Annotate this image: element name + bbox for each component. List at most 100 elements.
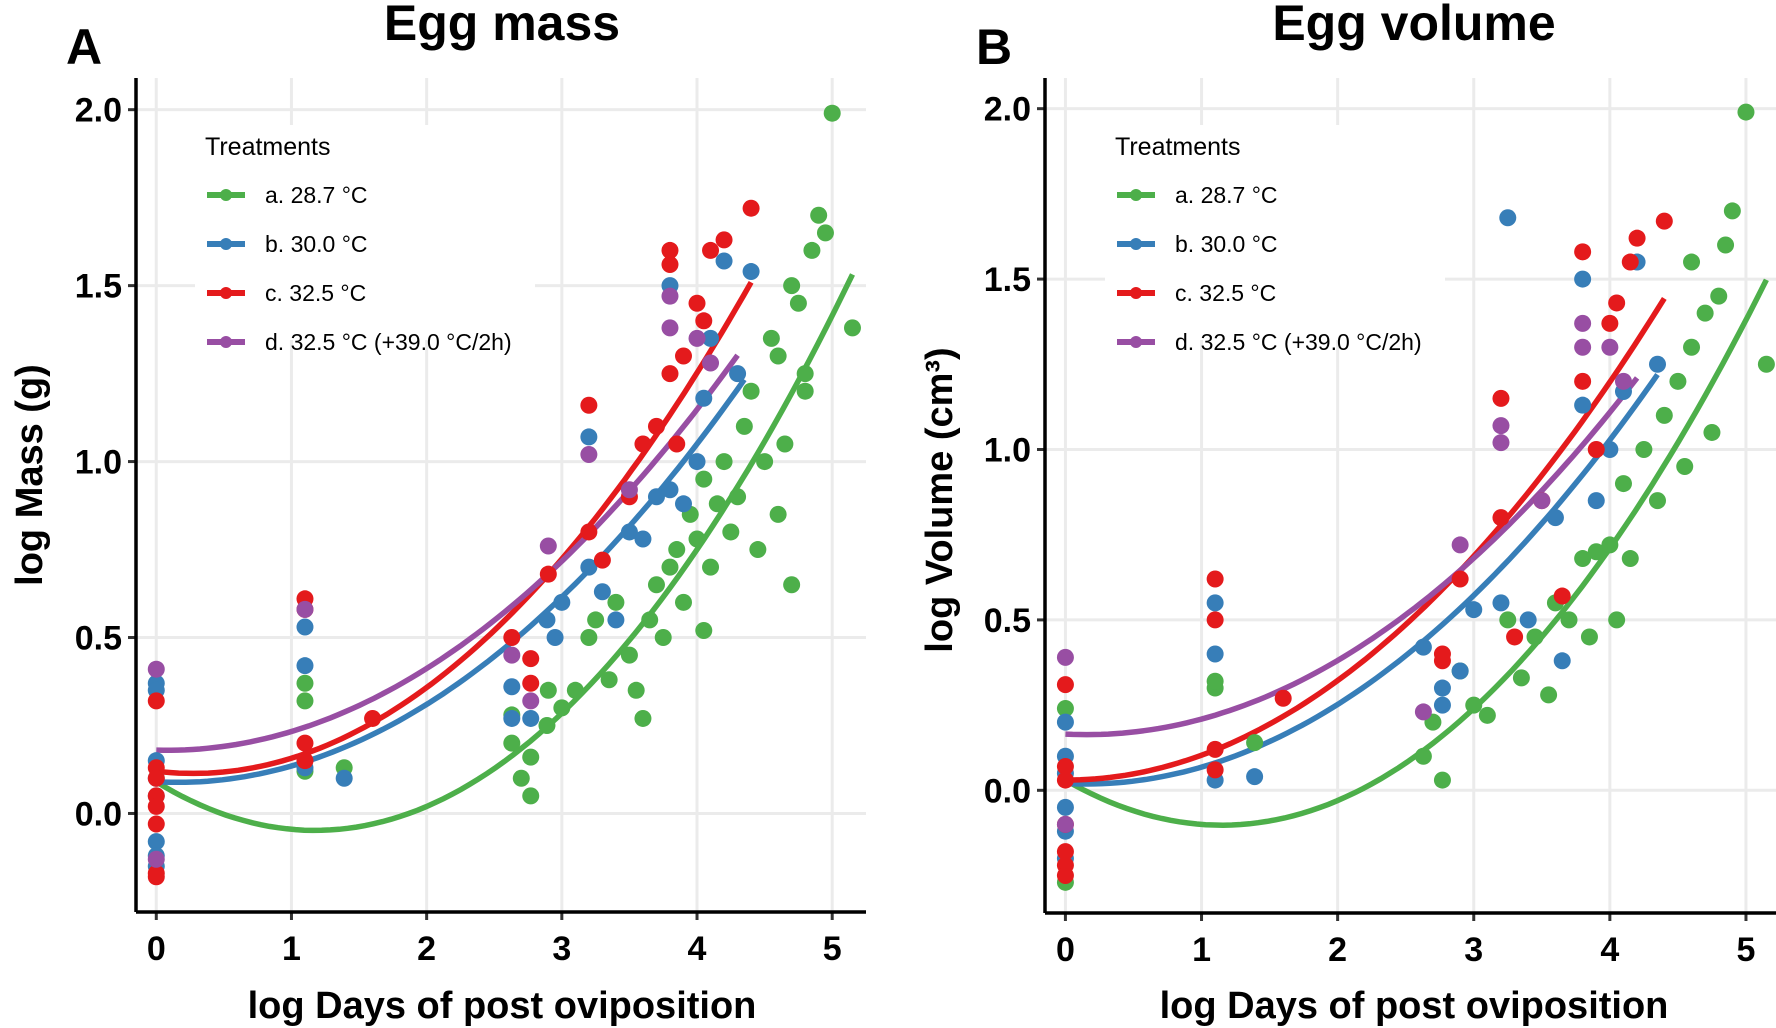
data-point [803,241,821,259]
data-point [1649,492,1666,510]
data-point [1433,696,1451,714]
panel-letter-a: A [66,19,102,75]
data-point [620,646,638,664]
data-point [715,252,733,270]
chart-title-egg-mass: Egg mass [384,0,620,51]
data-point [1465,601,1483,619]
data-point [1206,611,1224,629]
data-point [566,681,584,699]
data-point [503,629,521,647]
data-point [688,294,706,312]
data-point [776,435,794,453]
x-tick-label: 5 [823,930,842,968]
data-point [668,435,686,453]
data-point [1649,355,1666,373]
data-point [1580,628,1598,646]
x-tick-label: 2 [417,930,436,968]
data-point [522,709,540,727]
data-point [735,417,753,435]
data-point [1492,417,1510,435]
data-point [843,319,861,337]
data-point [634,530,652,548]
data-point [661,241,679,259]
data-point [1056,771,1074,789]
data-point [335,769,353,787]
data-point [695,389,713,407]
data-point [641,611,659,629]
data-point [1574,550,1592,568]
data-point [522,787,540,805]
data-point [538,611,556,629]
data-point [1540,686,1558,704]
data-point [756,453,774,471]
data-point [296,674,314,692]
data-point [749,541,767,559]
legend-title: Treatments [205,133,331,161]
data-point [1519,611,1537,629]
data-point [1056,676,1074,694]
data-point [1608,294,1626,312]
legend-background [1105,125,1445,340]
data-point [1206,594,1224,612]
data-point [296,600,314,618]
data-point [1574,270,1592,288]
y-tick-label: 2.0 [984,91,1031,129]
legend-entry-label: b. 30.0 °C [1175,231,1278,257]
data-point [147,769,165,787]
data-point [538,716,556,734]
x-axis-label: log Days of post oviposition [1160,985,1669,1027]
data-point [1717,236,1735,254]
scatter-points [1056,103,1775,891]
data-point [789,294,807,312]
data-point [1451,662,1469,680]
data-point [1614,372,1632,390]
data-point [587,611,605,629]
data-point [1414,747,1432,765]
data-point [783,277,801,295]
data-point [1676,458,1694,476]
data-point [1056,798,1074,816]
data-point [762,329,780,347]
x-tick-label: 5 [1737,931,1756,969]
data-point [675,593,692,611]
data-point [783,576,801,594]
fit-curve-2 [156,378,747,786]
data-point [539,681,557,699]
legend-background [195,125,535,340]
y-tick-label: 1.0 [75,444,122,482]
data-point [661,481,679,499]
data-point [1574,314,1592,332]
data-point [1601,536,1619,554]
data-point [1512,669,1530,687]
data-point [522,692,540,710]
data-point [1587,440,1605,458]
data-point [1614,475,1632,493]
data-point [512,769,530,787]
data-point [1553,587,1571,605]
y-tick-label: 0.0 [984,772,1031,810]
data-point [1451,570,1469,588]
data-point [364,709,382,727]
data-point [695,312,713,330]
data-point [722,523,740,541]
data-point [1492,509,1510,527]
data-point [1635,440,1653,458]
x-tick-label: 3 [552,930,571,968]
data-point [1465,696,1483,714]
y-axis-label: log Mass (g) [9,364,51,586]
data-point [620,523,638,541]
data-point [742,263,760,281]
data-point [553,593,571,611]
data-point [1601,314,1619,332]
data-point [1526,628,1544,646]
data-point [553,699,571,717]
data-point [769,505,787,523]
data-point [580,558,598,576]
data-point [702,241,720,259]
data-point [296,618,314,636]
data-point [1414,703,1432,721]
data-point [539,565,557,583]
data-point [1206,570,1224,588]
data-point [1601,440,1619,458]
data-point [729,488,747,506]
